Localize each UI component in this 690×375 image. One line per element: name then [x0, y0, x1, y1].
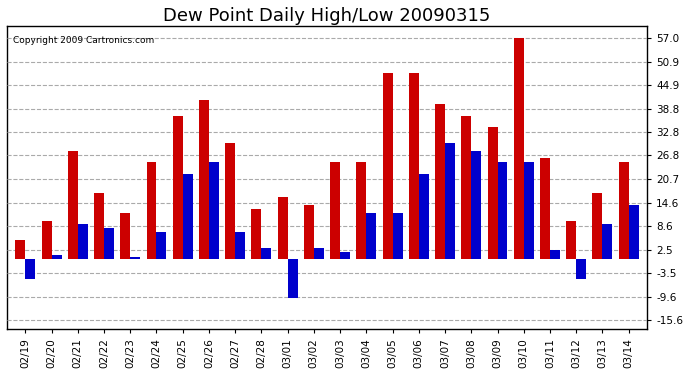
Bar — [120, 213, 130, 259]
Bar — [304, 205, 314, 259]
Bar — [330, 162, 340, 259]
Bar — [288, 259, 297, 298]
Bar — [52, 255, 61, 259]
Bar — [157, 232, 166, 259]
Bar — [41, 220, 52, 259]
Bar — [225, 143, 235, 259]
Bar — [462, 116, 471, 259]
Bar — [445, 143, 455, 259]
Bar — [471, 151, 481, 259]
Bar — [550, 250, 560, 259]
Bar — [262, 248, 271, 259]
Bar — [540, 158, 550, 259]
Bar — [435, 104, 445, 259]
Bar — [393, 213, 402, 259]
Bar — [488, 128, 497, 259]
Bar — [277, 197, 288, 259]
Bar — [514, 38, 524, 259]
Bar — [409, 73, 419, 259]
Bar — [629, 205, 639, 259]
Bar — [619, 162, 629, 259]
Bar — [68, 151, 78, 259]
Bar — [251, 209, 262, 259]
Bar — [593, 194, 602, 259]
Bar — [199, 100, 209, 259]
Bar — [94, 194, 104, 259]
Bar — [356, 162, 366, 259]
Bar — [235, 232, 245, 259]
Bar — [366, 213, 376, 259]
Bar — [566, 220, 576, 259]
Bar — [183, 174, 193, 259]
Bar — [26, 259, 35, 279]
Bar — [340, 252, 350, 259]
Bar — [172, 116, 183, 259]
Bar — [146, 162, 157, 259]
Title: Dew Point Daily High/Low 20090315: Dew Point Daily High/Low 20090315 — [164, 7, 491, 25]
Bar — [602, 224, 613, 259]
Text: Copyright 2009 Cartronics.com: Copyright 2009 Cartronics.com — [13, 36, 155, 45]
Bar — [15, 240, 26, 259]
Bar — [314, 248, 324, 259]
Bar — [382, 73, 393, 259]
Bar — [524, 162, 533, 259]
Bar — [576, 259, 586, 279]
Bar — [104, 228, 114, 259]
Bar — [130, 257, 140, 259]
Bar — [78, 224, 88, 259]
Bar — [419, 174, 428, 259]
Bar — [497, 162, 507, 259]
Bar — [209, 162, 219, 259]
